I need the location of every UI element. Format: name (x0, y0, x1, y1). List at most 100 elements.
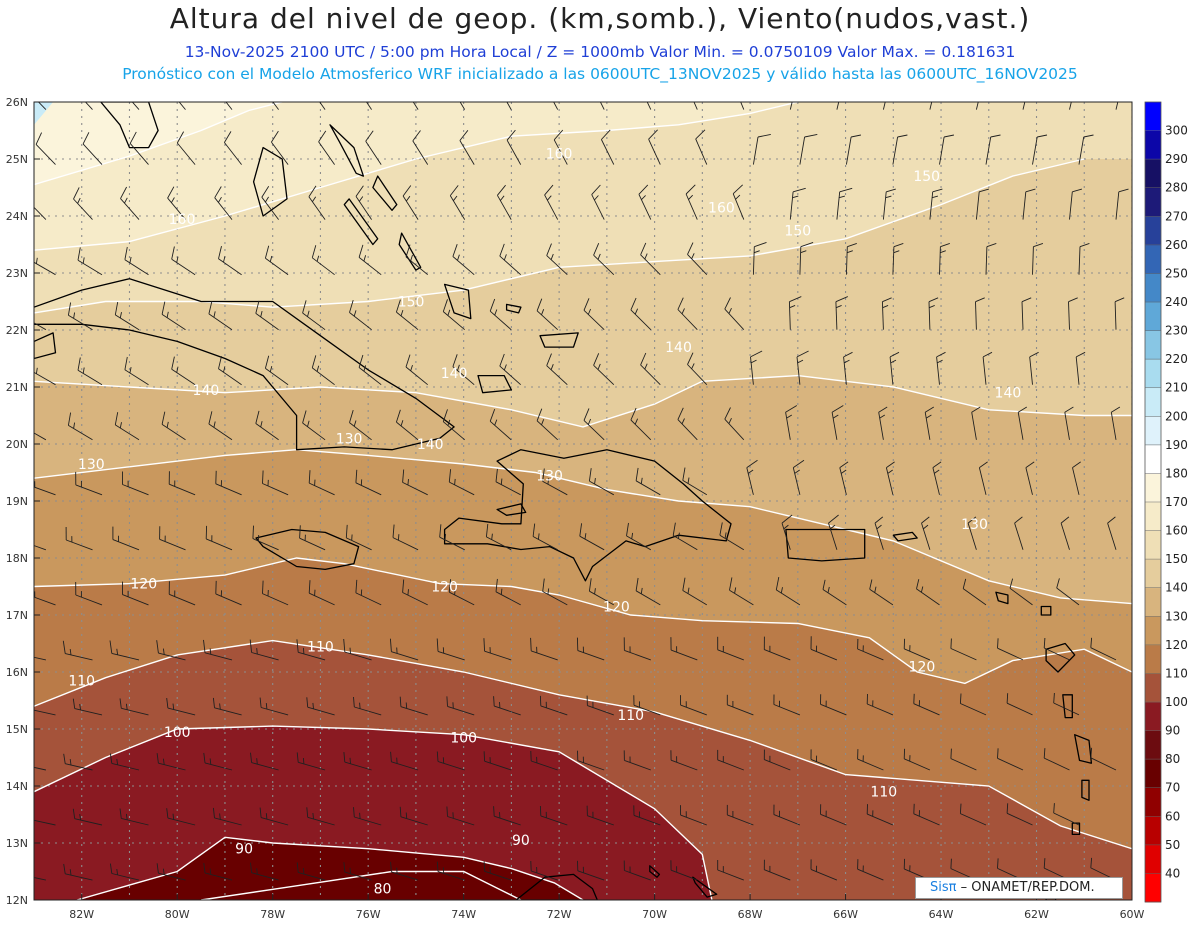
wind-barb (262, 470, 289, 496)
contour-80 (200, 870, 522, 900)
sispi-logo-text: Sisπ (930, 880, 957, 895)
wind-barb (75, 471, 103, 496)
wind-barb (903, 638, 931, 661)
wind-barb (446, 696, 475, 716)
credit-box: Sisπ – ONAMET/REP.DOM. (915, 877, 1123, 899)
wind-barb (885, 461, 895, 495)
colorbar-label: 110 (1165, 666, 1188, 680)
contour-label: 110 (870, 785, 897, 801)
lon-label: 66W (833, 908, 858, 921)
wind-barb (405, 244, 428, 276)
contour-90 (76, 836, 584, 900)
wind-barb (836, 187, 853, 220)
wind-barb (892, 242, 904, 275)
wind-barb (506, 102, 512, 110)
wind-barb (84, 102, 93, 110)
wind-barb (724, 297, 745, 331)
wind-barb (577, 860, 605, 881)
wind-barb (225, 102, 233, 110)
wind-barb (124, 356, 149, 386)
coastlines (34, 102, 1093, 900)
lat-label: 12N (6, 894, 28, 907)
wind-barb (836, 102, 840, 110)
wind-barb (630, 407, 652, 441)
wind-barb (831, 405, 844, 440)
wind-barb (839, 461, 849, 495)
wind-barb (493, 806, 521, 826)
wind-barb (402, 469, 428, 496)
wind-barb (680, 695, 707, 716)
wind-barb (985, 134, 1001, 165)
coast-isla-juventud (34, 332, 57, 360)
coast-gonave (496, 503, 527, 516)
wind-barb (583, 408, 605, 441)
colorbar-label: 50 (1165, 838, 1180, 852)
lon-label: 62W (1024, 908, 1049, 921)
wind-barb (308, 185, 326, 220)
lat-label: 17N (6, 609, 28, 622)
wind-barb (623, 750, 651, 771)
wind-barb (495, 578, 521, 606)
wind-barb (544, 184, 559, 220)
wind-barb (358, 244, 382, 276)
wind-barb (878, 406, 888, 440)
wind-barb (773, 804, 801, 826)
wind-barb (156, 640, 186, 661)
colorbar-swatch (1145, 587, 1161, 617)
wind-barb (264, 245, 289, 276)
colorbar-swatch (1145, 216, 1161, 246)
wind-barb (789, 102, 793, 110)
colorbar-label: 70 (1165, 781, 1180, 795)
wind-barb (959, 693, 987, 716)
wind-barb (171, 356, 196, 386)
wind-barb (452, 244, 475, 276)
colorbar-label: 40 (1165, 866, 1180, 880)
colorbar-swatch (1145, 787, 1161, 817)
wind-barb (119, 698, 149, 716)
wind-barb (583, 298, 605, 331)
wind-barb (448, 579, 475, 606)
wind-barb (635, 467, 661, 496)
contour-label: 160 (169, 212, 196, 228)
wind-barb (869, 579, 894, 606)
wind-barb (640, 242, 661, 276)
coast-acklins (443, 283, 472, 320)
coast-virgin-islands (892, 531, 918, 542)
wind-barb (593, 243, 615, 276)
wind-barb (1068, 297, 1078, 330)
colorbar-swatch (1145, 387, 1161, 417)
coast-puerto-rico (785, 528, 866, 562)
colorbar-swatch (1145, 873, 1161, 903)
wind-barb (1115, 102, 1119, 110)
contour-label: 120 (431, 580, 458, 596)
coast-cuba (34, 278, 455, 451)
wind-barb (588, 578, 615, 606)
wind-barb (205, 525, 233, 551)
lon-label: 74W (451, 908, 476, 921)
wind-barb (1021, 297, 1032, 330)
wind-barb (732, 184, 745, 220)
wind-barb (208, 301, 233, 331)
coast-guadeloupe (1045, 642, 1076, 673)
wind-barb (485, 523, 512, 551)
wind-barb (792, 459, 805, 495)
wind-barb (343, 862, 372, 881)
color-legend: 40 50 60 70 80 90 100 110 120 130 140 150 160 170 180 1… (1144, 101, 1188, 903)
wind-barb (866, 693, 894, 716)
wind-barb (65, 526, 93, 551)
wind-barb (892, 134, 908, 165)
wind-barb (810, 859, 838, 881)
coast-andros (252, 146, 288, 217)
wind-barb (726, 804, 754, 826)
wind-barb (493, 696, 521, 716)
wind-barb (255, 410, 279, 441)
colorbar-label: 100 (1165, 695, 1188, 709)
wind-barb (67, 302, 93, 331)
wind-barb (978, 461, 988, 495)
colorbar-label: 260 (1165, 238, 1188, 252)
coast-eleuthera (329, 124, 365, 177)
wind-barb (302, 410, 326, 441)
lon-label: 70W (642, 908, 667, 921)
wind-barb (752, 241, 767, 275)
